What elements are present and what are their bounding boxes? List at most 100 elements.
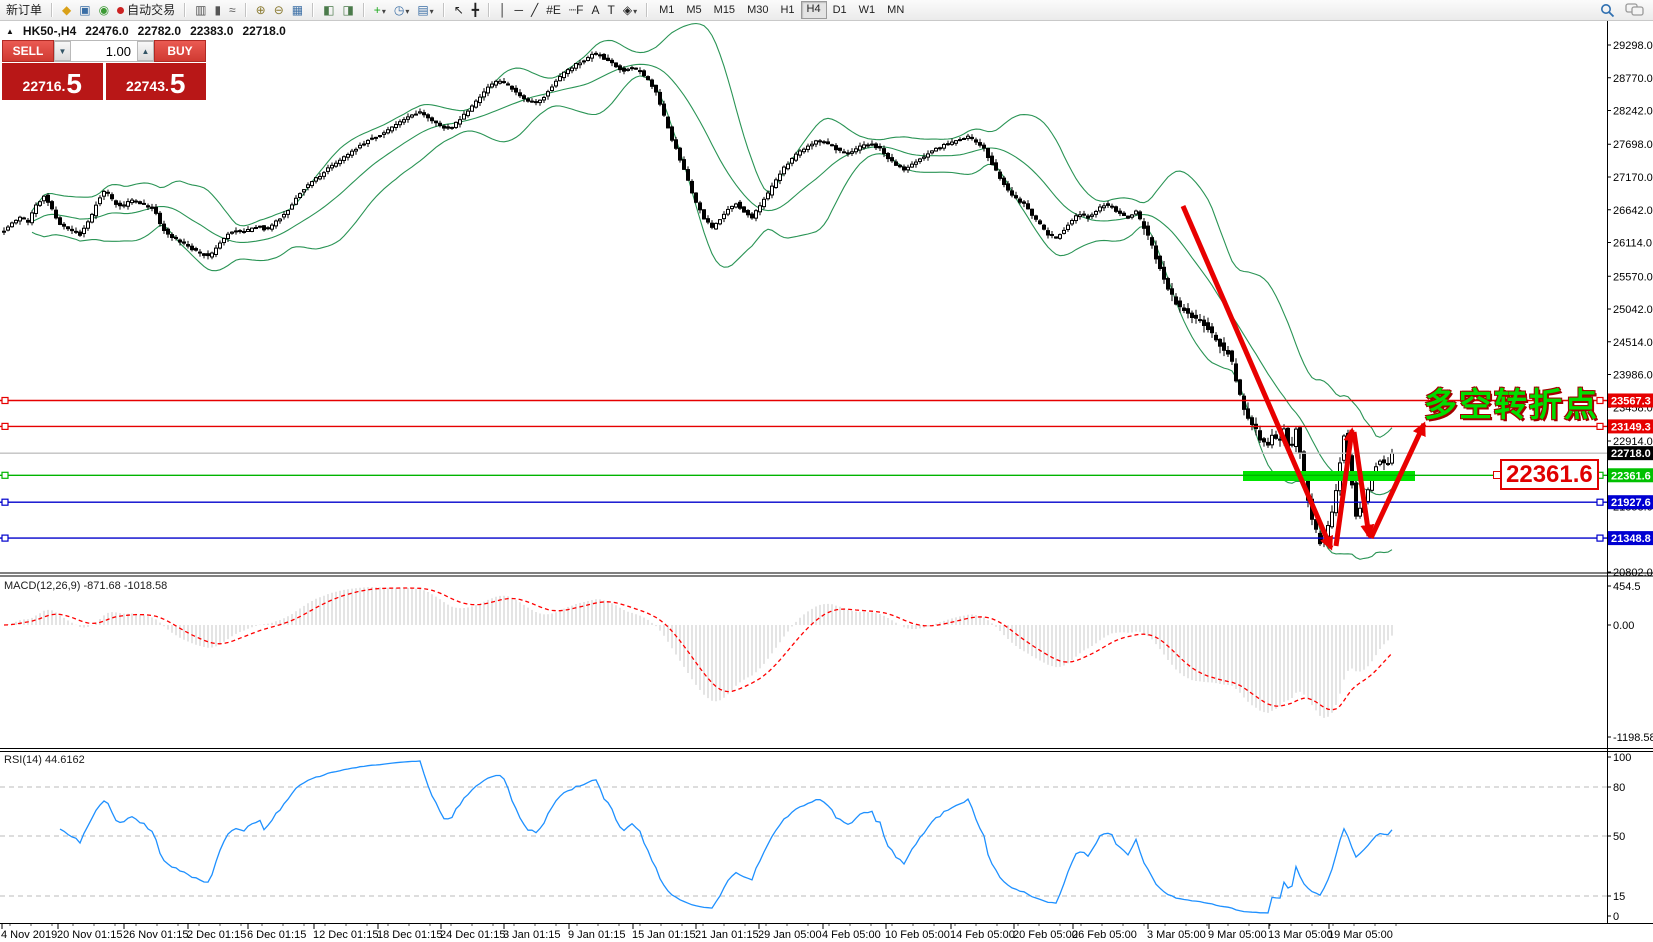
trend-arrow[interactable] [1351, 431, 1375, 539]
support-price-tag[interactable]: 22361.6 [1500, 459, 1599, 490]
new-order-button[interactable]: 新订单 [6, 3, 43, 17]
level-line-handle[interactable] [1596, 534, 1604, 542]
text-label-icon[interactable]: T [607, 3, 615, 17]
volume-field[interactable]: 1.00 [105, 43, 131, 59]
candle-body [1186, 308, 1190, 314]
candle-body [974, 139, 978, 143]
trend-arrow[interactable] [1180, 205, 1334, 551]
candle-body [610, 59, 614, 64]
trend-arrow[interactable] [1368, 421, 1427, 540]
price-axis-label: 24514.0 [1613, 337, 1653, 349]
fibo-expansion-icon[interactable]: #E [546, 3, 561, 17]
crosshair-icon[interactable]: ╋ [471, 3, 479, 17]
candle-body [494, 80, 498, 86]
timeframe-button-m5[interactable]: M5 [686, 4, 702, 16]
timeframe-button-mn[interactable]: MN [887, 4, 905, 16]
text-icon[interactable]: A [591, 3, 600, 17]
candle-body [114, 200, 118, 205]
collapse-icon[interactable]: ▲ [6, 26, 14, 36]
level-line-handle[interactable] [1, 498, 9, 506]
candle-body [778, 173, 782, 181]
candle-body [122, 204, 126, 207]
candle-body [310, 181, 314, 187]
candle-body [818, 140, 822, 143]
candle-body [358, 144, 362, 149]
chart-shift-icon[interactable]: ◨ [342, 3, 354, 17]
candle-body [498, 80, 502, 84]
timeframe-button-w1[interactable]: W1 [858, 4, 876, 16]
timeframe-button-h1[interactable]: H1 [780, 4, 795, 16]
candle-body [338, 159, 342, 165]
vertical-line-icon[interactable]: │ [498, 3, 507, 17]
tile-windows-icon[interactable]: ▦ [291, 3, 304, 17]
level-line-handle[interactable] [1, 422, 9, 430]
timeframe-button-m15[interactable]: M15 [713, 4, 736, 16]
level-line-handle[interactable] [1, 471, 9, 479]
trend-arrow[interactable] [1333, 427, 1358, 547]
cursor-icon[interactable]: ↖ [453, 3, 464, 17]
sell-button[interactable]: SELL [2, 40, 54, 62]
time-axis-label: 13 Mar 05:00 [1268, 929, 1333, 941]
candle-body [198, 251, 202, 254]
level-line-handle[interactable] [1, 396, 9, 405]
candle-body [1174, 296, 1178, 305]
rsi-line [59, 760, 1393, 914]
indicators-icon[interactable]: +▾ [373, 3, 386, 17]
buy-price-display[interactable]: 22743. 5 [105, 63, 206, 100]
candle-body [1090, 214, 1094, 217]
rsi-axis-label: 15 [1613, 891, 1625, 903]
level-line-handle[interactable] [1, 534, 9, 542]
candle-body [1350, 455, 1354, 486]
candle-body [554, 80, 558, 87]
candle-body [466, 110, 470, 117]
candle-body [206, 253, 210, 257]
candle-body [234, 230, 238, 233]
volume-decrease-button[interactable]: ▼ [54, 41, 71, 61]
time-axis-label: 21 Jan 01:15 [695, 929, 759, 941]
sell-price-display[interactable]: 22716. 5 [2, 63, 103, 100]
support-zone-highlight[interactable] [1243, 471, 1415, 481]
market-watch-icon[interactable]: ◆ [62, 3, 72, 17]
arrows-icon[interactable]: ◈▾ [622, 3, 638, 17]
candle-body [918, 158, 922, 162]
signals-icon[interactable]: ◉ [98, 3, 110, 17]
timeframe-button-h4[interactable]: H4 [800, 1, 827, 19]
candlestick-chart-icon[interactable]: ▮ [214, 3, 222, 17]
timeframe-button-d1[interactable]: D1 [832, 4, 847, 16]
time-axis-label: 4 Nov 2019 [1, 929, 57, 941]
candle-body [1290, 443, 1294, 446]
candle-body [1010, 190, 1014, 196]
candle-body [982, 144, 986, 149]
level-line-handle[interactable] [1596, 396, 1604, 405]
periods-icon[interactable]: ◷▾ [393, 3, 410, 17]
line-chart-icon[interactable]: ≈ [229, 3, 236, 17]
zoom-out-icon[interactable]: ⊖ [273, 3, 284, 17]
buy-button[interactable]: BUY [154, 40, 206, 62]
search-icon[interactable] [1600, 3, 1615, 18]
auto-scroll-icon[interactable]: ◧ [323, 3, 335, 17]
trendline-icon[interactable]: ╱ [531, 3, 539, 17]
timeframe-button-m30[interactable]: M30 [747, 4, 769, 16]
candle-body [910, 163, 914, 168]
candle-body [62, 223, 66, 227]
candle-body [922, 156, 926, 159]
candle-body [390, 126, 394, 132]
level-line-handle[interactable] [1596, 498, 1604, 506]
level-line-handle[interactable] [1596, 422, 1604, 430]
candle-body [710, 222, 714, 228]
candle-body [1150, 237, 1154, 246]
timeframe-button-m1[interactable]: M1 [659, 4, 675, 16]
horizontal-line-icon[interactable]: ─ [514, 3, 523, 17]
fibo-retracement-icon[interactable]: ┈F [568, 3, 584, 17]
zoom-in-icon[interactable]: ⊕ [255, 3, 266, 17]
templates-icon[interactable]: ▤▾ [417, 3, 434, 17]
candle-body [238, 230, 242, 233]
data-window-icon[interactable]: ▣ [79, 3, 91, 17]
price-tag-handle[interactable] [1493, 471, 1501, 479]
bar-chart-icon[interactable]: ▥ [195, 3, 207, 17]
volume-increase-button[interactable]: ▲ [137, 41, 154, 61]
chat-icon[interactable] [1625, 3, 1645, 17]
autotrading-button[interactable]: 自动交易 [113, 2, 179, 18]
candle-body [770, 185, 774, 196]
